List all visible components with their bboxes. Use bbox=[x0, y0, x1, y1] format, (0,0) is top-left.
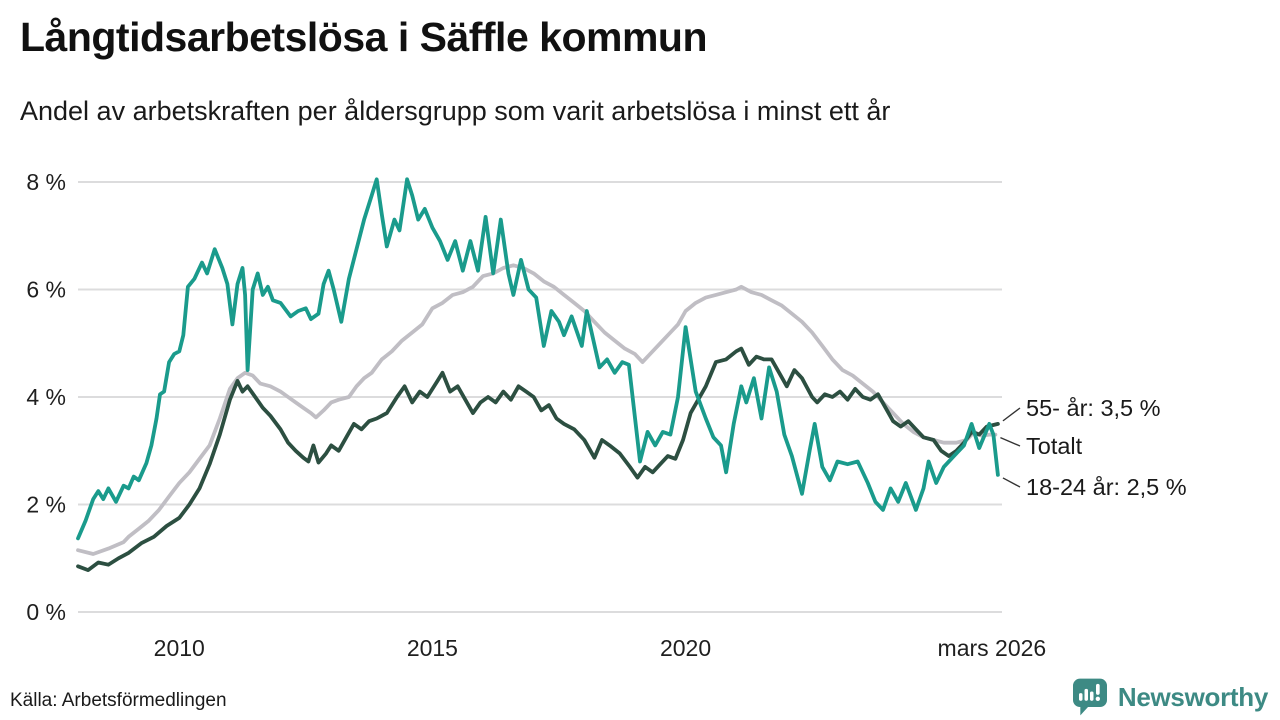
chart-subtitle: Andel av arbetskraften per åldersgrupp s… bbox=[20, 96, 891, 126]
series-line-18-24r bbox=[76, 177, 1000, 541]
series-end-label: 55- år: 3,5 % bbox=[1026, 395, 1161, 421]
source-note: Källa: Arbetsförmedlingen bbox=[10, 690, 227, 711]
series-end-label: Totalt bbox=[1026, 433, 1083, 459]
y-axis-tick-label: 2 % bbox=[26, 492, 66, 518]
newsworthy-wordmark: Newsworthy bbox=[1117, 681, 1268, 712]
y-axis-tick-label: 6 % bbox=[26, 277, 66, 303]
x-axis-tick-label: mars 2026 bbox=[938, 635, 1047, 661]
page-title: Långtidsarbetslösa i Säffle kommun bbox=[20, 14, 708, 60]
annotation-connector bbox=[1002, 407, 1021, 422]
newsworthy-bubble-chart-icon bbox=[1072, 678, 1107, 716]
y-axis-tick-label: 4 % bbox=[26, 384, 66, 410]
series-line-55-r bbox=[76, 346, 1000, 572]
y-axis-tick-label: 8 % bbox=[26, 169, 66, 195]
newsworthy-logo[interactable]: Newsworthy bbox=[1070, 676, 1268, 718]
y-axis-tick-label: 0 % bbox=[26, 599, 66, 625]
series-line-totalt bbox=[76, 263, 998, 556]
annotation-connector bbox=[1000, 436, 1021, 447]
x-axis-tick-label: 2010 bbox=[154, 635, 205, 661]
x-axis-tick-label: 2015 bbox=[407, 635, 458, 661]
annotation-connector bbox=[1002, 477, 1021, 488]
x-axis-tick-label: 2020 bbox=[660, 635, 711, 661]
series-end-label: 18-24 år: 2,5 % bbox=[1026, 474, 1187, 500]
